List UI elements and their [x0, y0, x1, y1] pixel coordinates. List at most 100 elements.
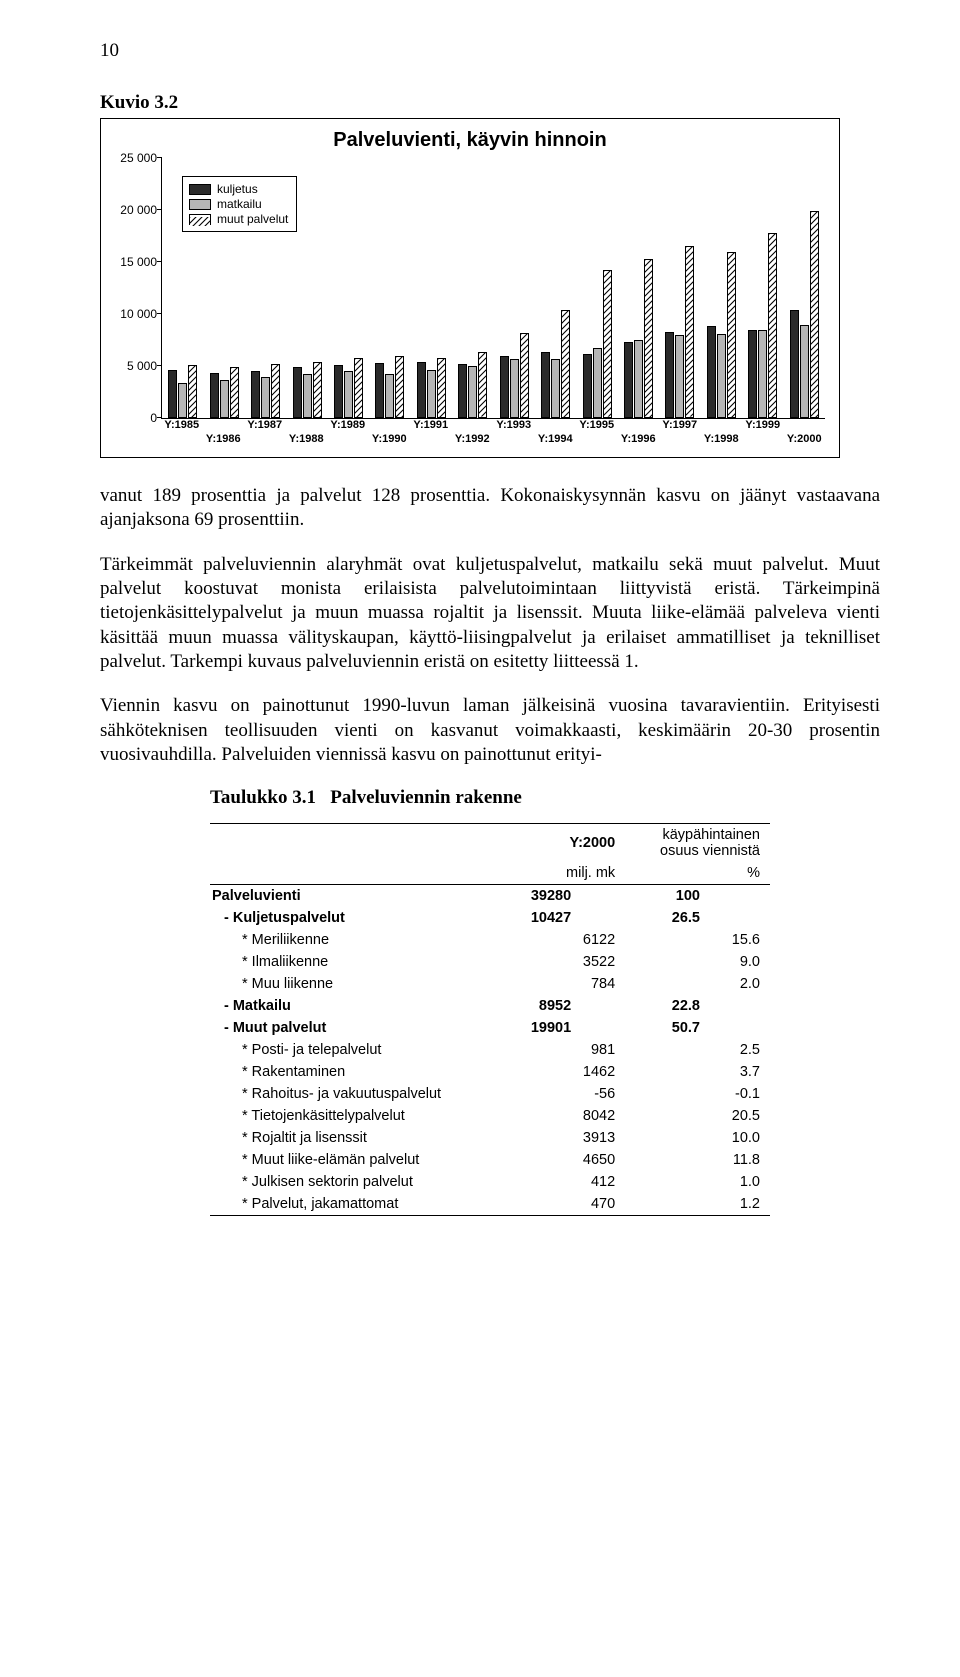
row-value: 784	[518, 973, 641, 995]
table-row: * Tietojenkäsittelypalvelut804220.5	[210, 1105, 770, 1127]
bar-muut-palvelut	[478, 352, 487, 418]
bar-muut-palvelut	[561, 310, 570, 418]
row-value: 3913	[518, 1127, 641, 1149]
table-header-row: Y:2000käypähintainenosuus viennistä	[210, 824, 770, 863]
row-label: * Rakentaminen	[210, 1061, 518, 1083]
x-tick-label: Y:1985	[164, 419, 199, 431]
bar-matkailu	[385, 374, 394, 418]
bar-kuljetus	[417, 362, 426, 418]
table-row: - Muut palvelut1990150.7	[210, 1017, 770, 1039]
row-value: 100	[641, 885, 770, 908]
bar-matkailu	[178, 383, 187, 418]
bar-matkailu	[593, 348, 602, 418]
table-row: * Rahoitus- ja vakuutuspalvelut-56-0.1	[210, 1083, 770, 1105]
year-group	[458, 352, 488, 418]
row-label: - Matkailu	[210, 995, 518, 1017]
bar-kuljetus	[210, 373, 219, 418]
chart-bars	[162, 158, 825, 418]
year-group	[624, 259, 654, 418]
row-label: Palveluvienti	[210, 885, 518, 908]
bar-muut-palvelut	[810, 211, 819, 418]
y-tick-label: 0	[107, 411, 157, 425]
row-label: * Ilmaliikenne	[210, 951, 518, 973]
table-row: * Posti- ja telepalvelut9812.5	[210, 1039, 770, 1061]
bar-matkailu	[427, 370, 436, 418]
row-value: 4650	[518, 1149, 641, 1171]
chart-plot-area: kuljetusmatkailumuut palvelut 05 00010 0…	[161, 158, 825, 419]
bar-matkailu	[634, 340, 643, 418]
row-value: 3522	[518, 951, 641, 973]
row-value: 10427	[518, 907, 641, 929]
y-tick-label: 5 000	[107, 359, 157, 373]
row-value: 1.0	[641, 1171, 770, 1193]
bar-muut-palvelut	[188, 365, 197, 418]
bar-muut-palvelut	[271, 364, 280, 418]
table-row: * Ilmaliikenne35229.0	[210, 951, 770, 973]
table-title: Taulukko 3.1 Palveluviennin rakenne	[210, 787, 770, 809]
bar-kuljetus	[500, 356, 509, 418]
bar-kuljetus	[624, 342, 633, 418]
year-group	[748, 233, 778, 418]
x-tick-label: Y:1992	[455, 433, 490, 445]
bar-muut-palvelut	[685, 246, 694, 418]
x-tick-label: Y:1989	[330, 419, 365, 431]
y-tick-label: 10 000	[107, 307, 157, 321]
x-tick-label: Y:1991	[413, 419, 448, 431]
paragraph: vanut 189 prosenttia ja palvelut 128 pro…	[100, 484, 880, 533]
paragraph: Tärkeimmät palveluviennin alaryhmät ovat…	[100, 553, 880, 675]
row-value: 1462	[518, 1061, 641, 1083]
table-row: * Rojaltit ja lisenssit391310.0	[210, 1127, 770, 1149]
table-container: Taulukko 3.1 Palveluviennin rakenne Y:20…	[210, 787, 770, 1216]
bar-muut-palvelut	[603, 270, 612, 418]
row-label: * Rahoitus- ja vakuutuspalvelut	[210, 1083, 518, 1105]
x-tick-label: Y:1999	[745, 419, 780, 431]
bar-kuljetus	[790, 310, 799, 418]
row-value: 2.0	[641, 973, 770, 995]
bar-muut-palvelut	[437, 358, 446, 418]
x-tick-label: Y:1987	[247, 419, 282, 431]
y-tick-label: 25 000	[107, 151, 157, 165]
year-group	[541, 310, 571, 418]
bar-matkailu	[510, 359, 519, 418]
year-group	[499, 333, 529, 418]
paragraph: Viennin kasvu on painottunut 1990-luvun …	[100, 694, 880, 767]
bar-kuljetus	[375, 363, 384, 418]
row-value: 2.5	[641, 1039, 770, 1061]
row-value: 20.5	[641, 1105, 770, 1127]
x-tick-label: Y:1997	[662, 419, 697, 431]
col-header: käypähintainenosuus viennistä	[641, 824, 770, 863]
year-group	[416, 358, 446, 418]
year-group	[706, 252, 736, 418]
row-value: 3.7	[641, 1061, 770, 1083]
row-value: 26.5	[641, 907, 770, 929]
year-group	[789, 211, 819, 418]
row-value: 8952	[518, 995, 641, 1017]
bar-muut-palvelut	[520, 333, 529, 418]
row-value: 6122	[518, 929, 641, 951]
row-label: * Rojaltit ja lisenssit	[210, 1127, 518, 1149]
bar-muut-palvelut	[230, 367, 239, 418]
bar-kuljetus	[748, 330, 757, 418]
row-value: -56	[518, 1083, 641, 1105]
bar-muut-palvelut	[727, 252, 736, 418]
row-label: * Julkisen sektorin palvelut	[210, 1171, 518, 1193]
figure-label: Kuvio 3.2	[100, 92, 178, 114]
x-tick-label: Y:1995	[579, 419, 614, 431]
col-header: Y:2000	[518, 824, 641, 863]
bar-kuljetus	[168, 370, 177, 418]
table-row: * Julkisen sektorin palvelut4121.0	[210, 1171, 770, 1193]
col-header: milj. mk	[518, 862, 641, 885]
bar-matkailu	[717, 334, 726, 418]
row-label: - Muut palvelut	[210, 1017, 518, 1039]
row-value: 1.2	[641, 1193, 770, 1216]
body-text: vanut 189 prosenttia ja palvelut 128 pro…	[100, 484, 880, 767]
bar-kuljetus	[251, 371, 260, 418]
x-tick-label: Y:2000	[787, 433, 822, 445]
table-header-row: milj. mk%	[210, 862, 770, 885]
page-number: 10	[100, 40, 880, 62]
row-value: 470	[518, 1193, 641, 1216]
row-value: -0.1	[641, 1083, 770, 1105]
y-tick-label: 15 000	[107, 255, 157, 269]
row-label: * Palvelut, jakamattomat	[210, 1193, 518, 1216]
bar-kuljetus	[583, 354, 592, 418]
